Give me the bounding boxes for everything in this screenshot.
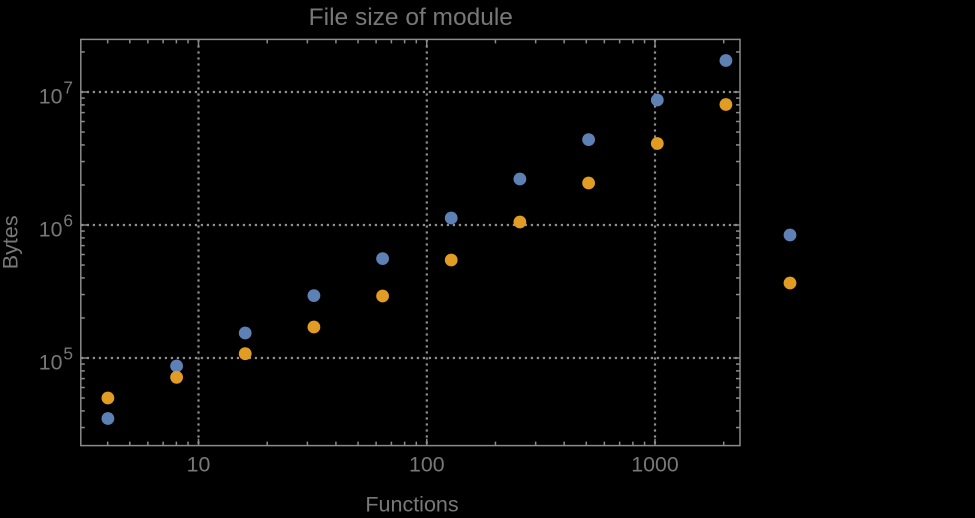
svg-text:107: 107 [39,78,73,109]
svg-text:Bytes: Bytes [0,215,22,269]
svg-text:10: 10 [187,452,211,476]
svg-text:105: 105 [39,344,73,375]
svg-text:100: 100 [409,452,445,476]
svg-text:File size of module: File size of module [309,4,513,31]
svg-text:106: 106 [39,211,73,242]
svg-text:1000: 1000 [631,452,679,476]
svg-text:Functions: Functions [365,493,458,513]
